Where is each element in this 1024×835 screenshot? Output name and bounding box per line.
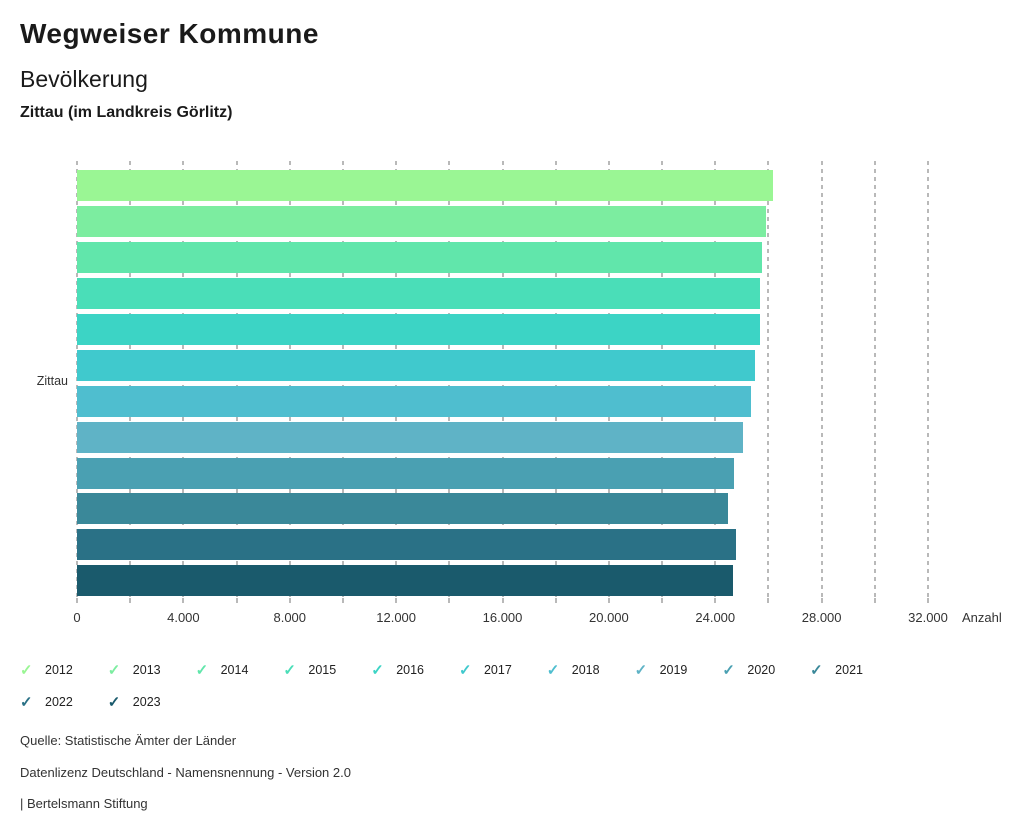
y-axis-category-label: Zittau [36,374,68,388]
bar-2021[interactable] [77,493,728,525]
legend-item-2019[interactable]: ✓ 2019 [635,654,723,686]
x-axis-tick [820,598,823,603]
bar-2022[interactable] [77,529,736,561]
x-tick-label-24.000: 24.000 [695,610,736,625]
legend-item-2017[interactable]: ✓ 2017 [459,654,547,686]
gridline [927,161,929,597]
legend-label: 2016 [396,663,424,677]
legend-item-2012[interactable]: ✓ 2012 [20,654,108,686]
check-icon: ✓ [20,693,33,711]
legend-item-2016[interactable]: ✓ 2016 [371,654,459,686]
check-icon: ✓ [634,661,648,679]
check-icon: ✓ [195,661,209,679]
check-icon: ✓ [283,661,296,679]
x-axis-tick [714,598,717,603]
x-tick-label-20.000: 20.000 [588,610,629,625]
x-axis-tick [501,598,504,603]
bar-2017[interactable] [77,349,756,381]
bar-2012[interactable] [77,170,773,202]
legend-label: 2018 [571,663,600,677]
bar-2014[interactable] [77,242,762,274]
check-icon: ✓ [722,661,735,679]
chart-legend: ✓ 2012 ✓ 2013 ✓ 2014 ✓ 2015 ✓ 2016 ✓ 2017 ✓ 2018 ✓ 2019… [20,654,910,718]
x-axis-tick [395,598,398,603]
check-icon: ✓ [458,661,472,679]
legend-label: 2015 [308,663,337,677]
x-axis-tick [927,598,929,603]
plot-area [76,160,929,603]
legend-item-2014[interactable]: ✓ 2014 [196,654,284,686]
x-axis-tick [873,598,876,603]
x-axis-tick [554,598,557,603]
gridline [767,161,770,597]
check-icon: ✓ [20,661,33,679]
x-axis-tick [767,598,770,603]
legend-label: 2020 [747,663,776,677]
attribution-text: | Bertelsmann Stiftung [20,796,148,811]
x-axis-tick [235,598,238,603]
x-tick-label-16.000: 16.000 [482,610,523,625]
legend-label: 2014 [220,663,249,677]
legend-label: 2019 [659,663,688,677]
x-tick-label-8.000: 8.000 [273,610,307,625]
x-axis-tick [661,598,664,603]
legend-item-2018[interactable]: ✓ 2018 [547,654,635,686]
x-tick-label-28.000: 28.000 [801,610,842,625]
x-axis-tick [341,598,344,603]
x-axis-tick [129,598,132,603]
x-axis: 0 4.000 8.000 12.000 16.000 20.000 24.000 28.00… [73,610,1024,628]
license-text: Datenlizenz Deutschland - Namensnennung … [20,765,351,780]
check-icon: ✓ [107,693,121,711]
legend-label: 2022 [45,695,73,709]
page-title: Wegweiser Kommune [20,18,319,49]
x-axis-unit-label: Anzahl [962,610,1002,625]
bar-2016[interactable] [77,313,761,345]
legend-label: 2023 [132,695,161,709]
gridline [820,161,823,597]
bar-2013[interactable] [77,206,766,238]
legend-label: 2017 [483,663,512,677]
x-axis-tick [288,598,291,603]
bar-2023[interactable] [77,565,734,597]
bar-2018[interactable] [77,385,752,417]
check-icon: ✓ [371,661,384,679]
legend-label: 2013 [132,663,161,677]
legend-item-2020[interactable]: ✓ 2020 [722,654,810,686]
check-icon: ✓ [107,661,121,679]
legend-item-2013[interactable]: ✓ 2013 [108,654,196,686]
chart-region-subtitle: Zittau (im Landkreis Görlitz) [20,104,233,121]
legend-label: 2021 [835,663,863,677]
legend-label: 2012 [45,663,73,677]
bar-2020[interactable] [77,457,735,489]
x-tick-label-0: 0 [73,610,81,625]
x-tick-label-12.000: 12.000 [376,610,417,625]
source-text: Quelle: Statistische Ämter der Länder [20,733,237,748]
x-axis-tick [182,598,185,603]
x-tick-label-4.000: 4.000 [167,610,200,625]
legend-item-2023[interactable]: ✓ 2023 [108,686,196,718]
x-axis-tick [607,598,610,603]
legend-item-2021[interactable]: ✓ 2021 [810,654,898,686]
check-icon: ✓ [810,661,823,679]
x-axis-tick [448,598,451,603]
x-axis-tick [76,598,78,603]
legend-item-2015[interactable]: ✓ 2015 [283,654,371,686]
check-icon: ✓ [546,661,560,679]
x-tick-label-32.000: 32.000 [908,610,948,625]
gridline [873,161,876,597]
chart-title: Bevölkerung [20,66,148,92]
bar-2019[interactable] [77,421,744,453]
legend-item-2022[interactable]: ✓ 2022 [20,686,108,718]
bar-2015[interactable] [77,278,760,309]
